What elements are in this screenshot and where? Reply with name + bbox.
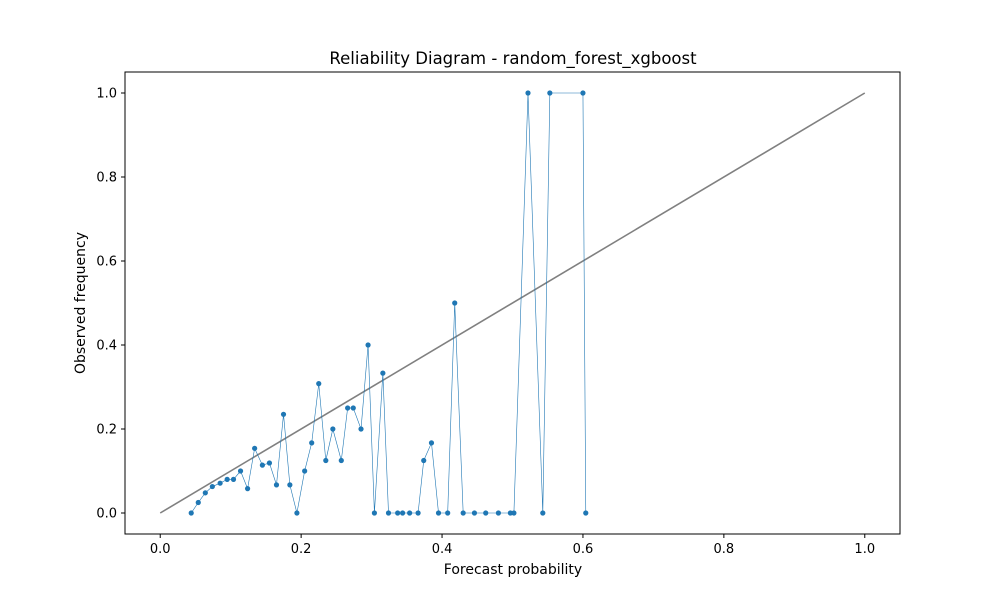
data-point xyxy=(330,426,336,432)
data-point xyxy=(280,411,287,417)
data-point xyxy=(302,468,308,474)
y-tick-label: 0.2 xyxy=(96,423,117,438)
data-point xyxy=(273,482,280,488)
y-tick-label: 1.0 xyxy=(96,87,117,102)
data-point xyxy=(399,510,406,516)
data-point xyxy=(428,440,435,446)
data-point xyxy=(358,426,364,432)
data-point xyxy=(195,499,201,506)
data-point xyxy=(395,510,401,516)
data-point xyxy=(583,510,589,516)
data-point xyxy=(452,300,458,306)
data-point xyxy=(323,457,329,464)
data-point xyxy=(460,510,466,516)
data-point xyxy=(217,480,223,486)
data-point xyxy=(421,457,427,464)
observed-frequency-line xyxy=(190,92,587,514)
data-point xyxy=(266,460,273,466)
data-point xyxy=(244,486,251,492)
data-point xyxy=(511,510,517,516)
y-tick-label: 0.8 xyxy=(96,171,117,186)
data-point xyxy=(495,510,502,516)
y-tick-label: 0.4 xyxy=(96,339,117,354)
x-tick-label: 0.2 xyxy=(291,542,312,557)
x-tick-label: 0.6 xyxy=(573,542,594,557)
x-axis-ticks: 0.0 0.2 0.4 0.6 0.8 1.0 xyxy=(150,534,875,557)
data-point xyxy=(371,510,378,516)
data-point xyxy=(365,342,371,348)
data-point xyxy=(287,482,293,488)
data-point xyxy=(209,483,215,490)
chart-title: Reliability Diagram - random_forest_xgbo… xyxy=(329,49,697,69)
data-point xyxy=(471,510,478,516)
data-point xyxy=(202,490,208,496)
data-point xyxy=(252,445,258,451)
y-tick-label: 0.0 xyxy=(96,507,117,522)
data-point xyxy=(525,90,531,96)
data-point xyxy=(380,370,386,376)
x-tick-label: 0.4 xyxy=(432,542,453,557)
data-point xyxy=(230,476,237,482)
data-point xyxy=(237,468,244,474)
data-point xyxy=(580,90,586,96)
data-point xyxy=(435,510,442,516)
data-point xyxy=(259,462,265,468)
data-point xyxy=(385,510,392,516)
data-point xyxy=(540,510,546,516)
plot-area xyxy=(159,90,866,516)
data-point xyxy=(345,405,351,411)
y-axis-label: Observed frequency xyxy=(73,232,89,374)
x-tick-label: 0.0 xyxy=(150,542,171,557)
x-tick-label: 0.8 xyxy=(714,542,735,557)
data-point xyxy=(407,510,413,516)
data-point xyxy=(415,510,421,516)
data-point xyxy=(316,381,322,387)
data-point xyxy=(547,90,553,96)
y-tick-label: 0.6 xyxy=(96,255,117,270)
perfect-calibration-line xyxy=(159,92,866,514)
data-point xyxy=(483,510,489,516)
data-point xyxy=(350,405,356,411)
data-point xyxy=(188,510,194,516)
plot-frame xyxy=(124,71,901,535)
data-point xyxy=(224,476,230,482)
y-axis-ticks: 0.0 0.2 0.4 0.6 0.8 1.0 xyxy=(96,87,125,522)
data-point xyxy=(338,457,344,464)
x-tick-label: 1.0 xyxy=(854,542,875,557)
data-point xyxy=(294,510,300,516)
data-point xyxy=(309,440,315,446)
data-point xyxy=(445,510,451,516)
x-axis-label: Forecast probability xyxy=(444,562,582,578)
